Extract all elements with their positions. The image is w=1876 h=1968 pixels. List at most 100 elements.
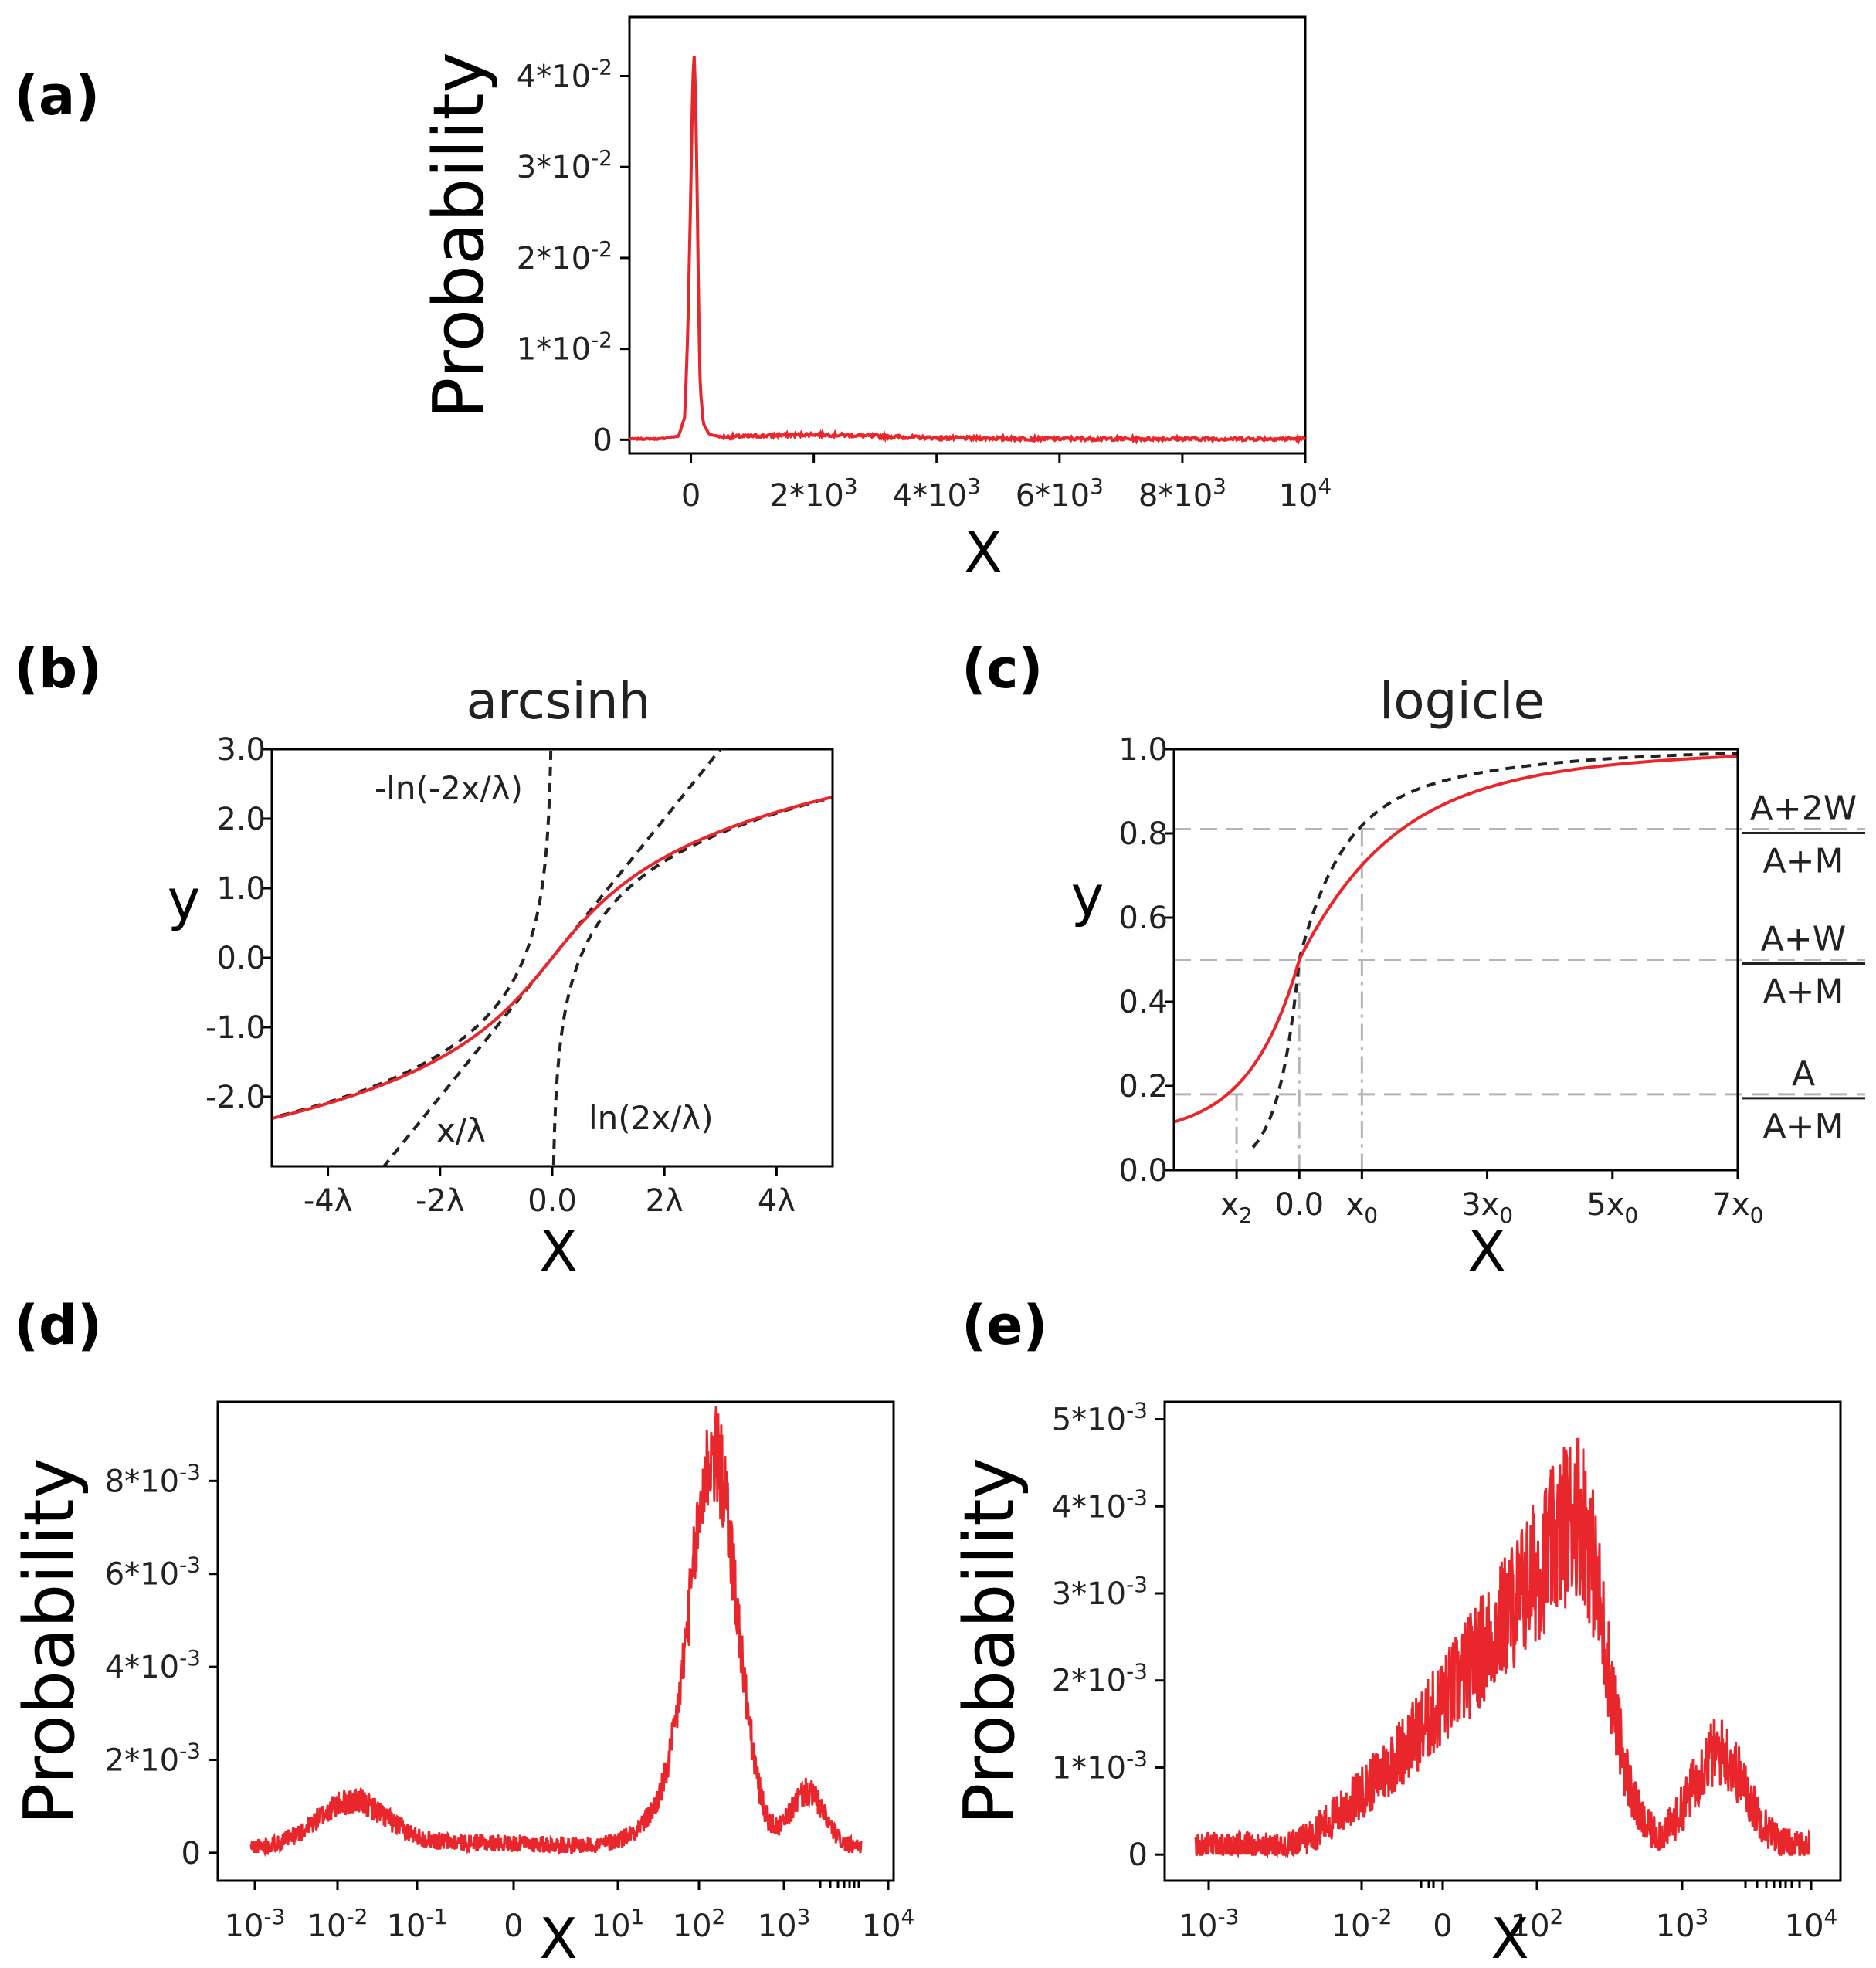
panel-c-xtick-label: x2	[1220, 1187, 1253, 1228]
panel-e-xtick-label: 102	[1511, 1904, 1564, 1944]
panel-a-series-line	[629, 56, 1306, 445]
panel-c-ytick-label: 1.0	[1118, 732, 1168, 768]
panel-a-ytick-label: 4*10-2	[517, 55, 612, 95]
panel-e: (e) 10-3 10-2 0 102 103 104 0 1*10-3 2*10-3 3*10-…	[949, 1294, 1842, 1968]
panel-d-ytick-label: 0	[181, 1836, 201, 1871]
panel-b-label: (b)	[14, 637, 102, 701]
panel-e-xtick-label: 103	[1656, 1904, 1709, 1944]
panel-c-ref-denominator: A+M	[1763, 972, 1844, 1012]
panel-e-ytick-label: 1*10-3	[1052, 1746, 1148, 1786]
panel-b-linear-asymptote	[382, 749, 723, 1166]
panel-e-series-line	[1194, 1437, 1811, 1858]
panel-d-xtick-label: 101	[592, 1904, 645, 1944]
panel-a-ytick-label: 2*10-2	[517, 236, 612, 277]
panel-c-ref-denominator: A+M	[1763, 1107, 1844, 1146]
panel-c-xtick-label: 0.0	[1274, 1187, 1324, 1223]
panel-d-ytick-label: 4*10-3	[105, 1645, 201, 1685]
panel-c-ytick-label: 0.8	[1118, 816, 1168, 852]
panel-a-ylabel: Probability	[419, 52, 500, 419]
panel-a-ytick-label: 3*10-2	[517, 145, 612, 185]
panel-c-xtick-label: x0	[1346, 1187, 1379, 1228]
panel-b-title: arcsinh	[466, 671, 651, 731]
panel-c-xtick-label: 3x0	[1461, 1187, 1513, 1228]
panel-a-xtick-label: 4*103	[893, 473, 981, 514]
panel-a-xtick-label: 104	[1279, 473, 1332, 514]
panel-d-ytick-label: 8*10-3	[105, 1459, 201, 1499]
panel-c-ytick-label: 0.0	[1118, 1153, 1168, 1189]
panel-b-ytick-label: 0.0	[216, 941, 266, 976]
panel-b-annotation-neg-log: -ln(-2x/λ)	[375, 769, 523, 807]
panel-d-xlabel: X	[539, 1906, 577, 1968]
panel-b-xlabel: X	[539, 1219, 577, 1284]
panel-b-xtick-label: 0.0	[528, 1183, 577, 1219]
panel-b-annotation-pos-log: ln(2x/λ)	[589, 1099, 714, 1137]
panel-a-label: (a)	[14, 64, 100, 127]
panel-a-ytick-label: 1*10-2	[517, 327, 612, 368]
panel-e-xtick-label: 104	[1785, 1904, 1838, 1944]
panel-a-frame	[628, 15, 1307, 455]
panel-e-ytick-label: 5*10-3	[1052, 1398, 1148, 1438]
panel-e-xlabel: X	[1491, 1906, 1528, 1968]
panel-c-xlabel: X	[1467, 1219, 1505, 1284]
panel-d: (d) 10-3 10-2 10-1 0 101 102 103 104 0 2*10-3 4*10…	[9, 1294, 914, 1968]
panel-c-ytick-label: 0.2	[1118, 1069, 1168, 1104]
panel-c-ref-numerator: A+2W	[1750, 789, 1857, 829]
panel-e-xtick-label: 0	[1433, 1909, 1452, 1944]
panel-c-logicle-curve	[1174, 755, 1738, 1124]
panel-b-arcsinh-curve	[272, 795, 833, 1121]
panel-c-xtick-label: 5x0	[1586, 1187, 1638, 1228]
panel-d-ytick-label: 6*10-3	[105, 1552, 201, 1593]
panel-e-ylabel: Probability	[949, 1457, 1030, 1825]
panel-b-ytick-label: 2.0	[216, 802, 266, 837]
panel-a-xlabel: X	[964, 520, 1002, 585]
panel-c-ref-numerator: A+W	[1761, 920, 1846, 959]
panel-d-xtick-label: 10-1	[387, 1904, 448, 1944]
panel-d-ylabel: Probability	[9, 1457, 90, 1825]
panel-b-xtick-label: 4λ	[758, 1183, 796, 1219]
panel-d-xtick-label: 102	[673, 1904, 726, 1944]
panel-c-title: logicle	[1379, 671, 1545, 731]
panel-a: (a) 0 2*103 4*103 6*103 8*103 104 0 1*10-2 2*10-…	[14, 15, 1332, 585]
panel-d-label: (d)	[14, 1294, 102, 1357]
panel-a-xtick-label: 6*103	[1016, 473, 1104, 514]
panel-e-ytick-label: 3*10-3	[1052, 1572, 1148, 1612]
panel-c-ytick-label: 0.4	[1118, 985, 1168, 1020]
panel-c-approx-curve	[1251, 752, 1738, 1149]
panel-b-xtick-label: -2λ	[416, 1183, 465, 1219]
panel-c-ref-denominator: A+M	[1763, 842, 1844, 881]
panel-b-annotation-linear: x/λ	[436, 1111, 486, 1149]
panel-b-ytick-label: 3.0	[216, 732, 266, 768]
panel-e-xtick-label: 10-3	[1179, 1904, 1240, 1944]
panel-b-ytick-label: -2.0	[205, 1080, 266, 1115]
panel-c-frame	[1172, 748, 1739, 1172]
panel-b-log-asymptote-negative	[272, 749, 553, 1120]
panel-b-ylabel: y	[168, 867, 201, 932]
panel-b-xtick-label: -4λ	[304, 1183, 353, 1219]
panel-d-xtick-label: 103	[758, 1904, 811, 1944]
panel-e-ytick-label: 0	[1128, 1837, 1148, 1873]
panel-c-xtick-label: 7x0	[1712, 1187, 1764, 1228]
panel-d-frame	[216, 1400, 895, 1882]
panel-e-ytick-label: 2*10-3	[1052, 1659, 1148, 1699]
panel-e-frame	[1163, 1400, 1842, 1882]
panel-b-xtick-label: 2λ	[646, 1183, 684, 1219]
panel-a-xtick-label: 8*103	[1138, 473, 1226, 514]
panel-e-ytick-label: 4*10-3	[1052, 1484, 1148, 1525]
panel-d-xtick-label: 10-2	[307, 1904, 368, 1944]
panel-c: (c) logicle x2 0.0 x0 3x0 5x0 7x0 1.0 0.8 0.6 0.4…	[962, 637, 1865, 1284]
panel-b-ytick-label: -1.0	[205, 1010, 266, 1046]
panel-a-xtick-label: 2*103	[770, 473, 858, 514]
panel-c-label: (c)	[962, 637, 1043, 701]
panel-d-xtick-label: 104	[862, 1904, 915, 1944]
panel-c-ref-numerator: A	[1792, 1054, 1815, 1094]
panel-a-ytick-label: 0	[593, 422, 612, 458]
panel-d-xtick-label: 10-3	[225, 1904, 286, 1944]
panel-e-label: (e)	[962, 1294, 1047, 1357]
panel-e-xtick-label: 10-2	[1332, 1904, 1393, 1944]
panel-d-series-line	[249, 1406, 863, 1858]
panel-b-ytick-label: 1.0	[216, 871, 266, 907]
panel-b: (b) arcsinh -4λ -2λ 0.0 2λ 4λ 3.0 2.0 1.0 0.0 -1.…	[14, 637, 834, 1284]
panel-a-xtick-label: 0	[681, 478, 701, 514]
panel-b-log-asymptote-positive	[551, 796, 833, 1166]
